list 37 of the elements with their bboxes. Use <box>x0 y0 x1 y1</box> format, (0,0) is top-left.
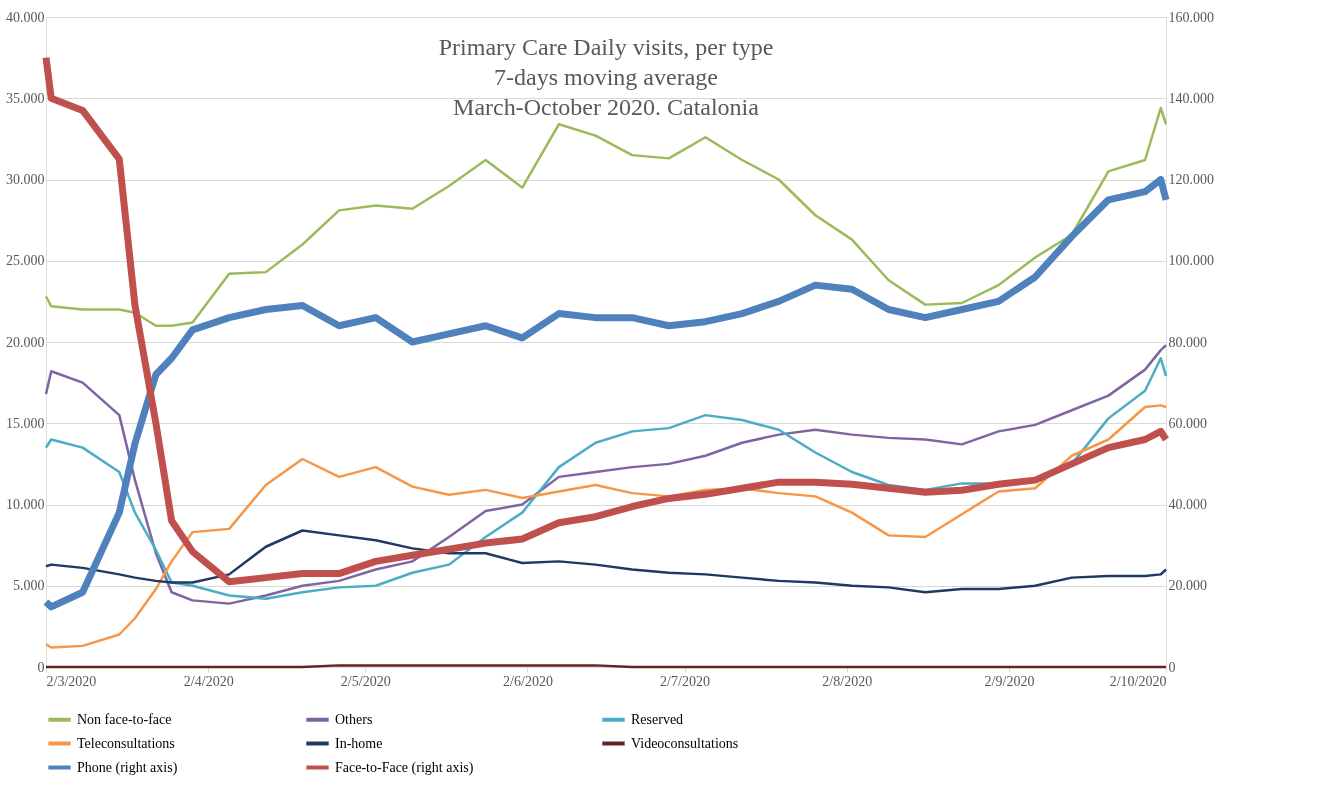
y2-tick-label: 100.000 <box>1168 253 1214 269</box>
y2-tick-label: 80.000 <box>1168 334 1207 350</box>
x-tick-label: 2/5/2020 <box>340 673 391 689</box>
y2-tick-label: 20.000 <box>1168 578 1207 594</box>
y-tick-label: 20.000 <box>6 334 45 350</box>
y2-tick-label: 40.000 <box>1168 497 1207 512</box>
legend-label: Non face-to-face <box>77 711 172 727</box>
line-series <box>44 529 1168 594</box>
legend-label: Videoconsultations <box>631 735 739 751</box>
x-tick-label: 2/10/2020 <box>1109 673 1167 689</box>
y2-tick-label: 160.000 <box>1168 9 1214 25</box>
legend-label: Phone (right axis) <box>77 759 178 776</box>
x-tick-label: 2/8/2020 <box>822 673 873 689</box>
line-series <box>44 404 1168 649</box>
legend-label: Face-to-Face (right axis) <box>335 759 474 776</box>
legend-label: Reserved <box>631 711 684 727</box>
text: Primary Care Daily visits, per type 7-days moving average March-October 2020. Catalonia <box>438 34 774 120</box>
y2-tick-label: 120.000 <box>1168 172 1214 187</box>
x-tick-label: 2/6/2020 <box>503 673 553 689</box>
y-tick-label: 25.000 <box>6 253 45 269</box>
x-tick-label: 2/7/2020 <box>660 673 710 689</box>
y-tick-label: 5.000 <box>13 578 45 594</box>
y2-tick-label: 140.000 <box>1168 90 1214 106</box>
y-tick-label: 40.000 <box>6 9 45 25</box>
legend-label: In-home <box>335 735 383 751</box>
y2-tick-label: 60.000 <box>1168 415 1207 431</box>
x-tick-label: 2/3/2020 <box>46 673 97 689</box>
y-tick-label: 15.000 <box>6 415 45 431</box>
x-tick-label: 2/4/2020 <box>183 673 234 689</box>
y-tick-label: 10.000 <box>6 497 45 512</box>
legend-label: Teleconsultations <box>77 735 175 751</box>
y2-tick-label: 0 <box>1168 659 1176 675</box>
legend-label: Others <box>335 711 373 727</box>
y-tick-label: 0 <box>37 659 45 675</box>
y-tick-label: 35.000 <box>6 90 45 106</box>
x-tick-label: 2/9/2020 <box>984 673 1035 689</box>
y-tick-label: 30.000 <box>6 172 45 187</box>
